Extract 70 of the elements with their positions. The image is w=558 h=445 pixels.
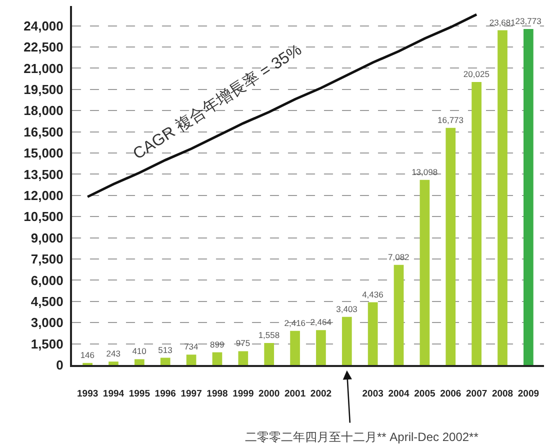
y-tick-label: 12,000: [24, 188, 64, 203]
bar: [368, 302, 378, 365]
x-tick-label: 2007: [466, 388, 488, 400]
y-tick-label: 24,000: [24, 18, 64, 34]
text: 二零零二年四月至十二月** April-Dec 2002**: [245, 430, 479, 444]
x-tick-label: 1995: [128, 388, 151, 400]
y-tick-label: 3,000: [30, 315, 64, 330]
data-label: 243: [106, 348, 121, 359]
data-label: 3,403: [336, 304, 358, 314]
bar: [160, 358, 170, 365]
x-tick-label: 2009: [518, 388, 540, 400]
bar: [238, 351, 248, 365]
x-tick-label: 1993: [76, 388, 98, 400]
y-tick-label: 4,500: [30, 294, 64, 309]
y-tick-label: 13,500: [24, 166, 64, 182]
bar: [264, 342, 274, 365]
bar: [524, 29, 534, 365]
data-label: 146: [80, 350, 95, 360]
y-tick-label: 1,500: [30, 336, 64, 352]
y-tick-label: 19,500: [24, 82, 64, 97]
data-label: 899: [210, 339, 224, 350]
data-label: 20,025: [463, 68, 490, 79]
bar: [498, 30, 508, 365]
x-tick-label: 1996: [154, 388, 176, 400]
bar: [472, 82, 482, 365]
y-tick-label: 7,500: [30, 252, 64, 267]
x-tick-label: 2005: [414, 388, 436, 400]
bar: [134, 359, 144, 365]
y-tick-label: 16,500: [24, 124, 64, 140]
y-tick-label: 21,000: [24, 60, 64, 76]
y-tick-label: 22,500: [24, 40, 64, 55]
data-label: 1,558: [258, 330, 280, 340]
x-tick-label: 2004: [388, 388, 410, 400]
bar: [342, 316, 352, 365]
x-tick-label: 2006: [440, 388, 462, 400]
y-tick-label: 0: [56, 358, 64, 373]
x-tick-label: 2001: [284, 388, 306, 400]
data-label: 4,436: [362, 289, 384, 300]
y-tick-label: 9,000: [30, 230, 64, 246]
y-tick-label: 15,000: [24, 146, 64, 161]
bar: [394, 264, 404, 365]
data-label: 734: [184, 342, 199, 352]
data-label: 7,082: [388, 252, 410, 262]
x-tick-label: 1998: [206, 388, 228, 400]
x-tick-label: 2003: [362, 388, 384, 400]
x-tick-label: 2008: [492, 388, 514, 400]
bar: [108, 362, 118, 365]
bar: [446, 128, 456, 365]
y-tick-label: 18,000: [24, 103, 64, 118]
bar: [212, 352, 222, 365]
data-label: 13,098: [412, 166, 438, 177]
data-label: 23,773: [515, 16, 542, 26]
data-label: 16,773: [438, 114, 464, 125]
data-label: 513: [158, 344, 173, 355]
data-label: 2,464: [310, 317, 332, 328]
y-tick-label: 10,500: [24, 209, 64, 224]
data-label: 975: [236, 338, 250, 348]
bar: [186, 354, 196, 365]
bar: [316, 330, 326, 365]
x-tick-label: 1999: [232, 388, 254, 400]
data-label: 23,681: [489, 17, 516, 28]
x-tick-label: 1997: [180, 388, 202, 400]
data-label: 2,416: [284, 318, 306, 328]
x-tick-label: 1994: [102, 388, 125, 400]
bar: [420, 180, 430, 365]
bar: [290, 330, 300, 365]
data-label: 410: [132, 346, 147, 356]
x-tick-label: 2002: [310, 388, 332, 400]
x-tick-label: 2000: [258, 388, 280, 400]
y-tick-label: 6,000: [30, 272, 64, 288]
